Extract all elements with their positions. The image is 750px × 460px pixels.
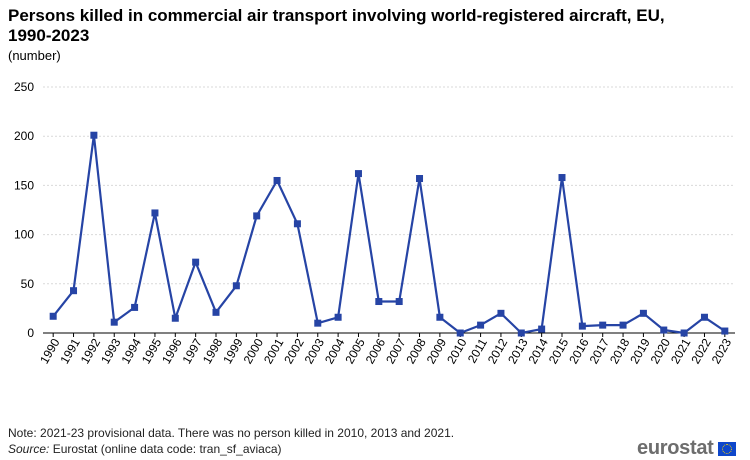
grid-lines	[43, 86, 735, 334]
x-tick-label: 2022	[688, 336, 714, 366]
x-tick-label: 2000	[241, 336, 267, 366]
data-point	[477, 321, 485, 329]
logo-text: eurostat	[637, 437, 714, 459]
x-tick-label: 2005	[342, 336, 368, 366]
data-point	[354, 170, 362, 178]
x-tick-label: 1998	[200, 336, 226, 366]
data-point	[70, 287, 78, 295]
data-point	[110, 318, 118, 326]
data-point	[232, 282, 240, 290]
x-tick-label: 2020	[648, 336, 674, 366]
data-point	[334, 313, 342, 321]
source-line: Source: Eurostat (online data code: tran…	[8, 441, 454, 457]
x-tick-label: 2001	[261, 336, 287, 366]
x-tick-label: 2015	[546, 336, 572, 366]
data-point	[131, 303, 139, 311]
eu-flag-icon	[717, 441, 736, 456]
x-tick-label: 2014	[526, 336, 552, 366]
y-tick-label: 0	[27, 326, 34, 340]
x-tick-label: 1995	[139, 336, 165, 366]
data-point	[700, 313, 708, 321]
x-tick-label: 2013	[505, 336, 531, 366]
x-tick-label: 2008	[403, 336, 429, 366]
chart-title: Persons killed in commercial air transpo…	[8, 6, 665, 45]
y-tick-label: 150	[14, 178, 34, 192]
x-tick-label: 2012	[485, 336, 511, 366]
x-tick-label: 2004	[322, 336, 348, 366]
data-point	[456, 329, 464, 337]
y-tick-label: 100	[14, 228, 34, 242]
data-point	[273, 176, 281, 184]
series-line-path	[52, 134, 726, 335]
data-point	[171, 314, 179, 322]
data-point	[90, 131, 98, 139]
x-tick-label: 2006	[363, 336, 389, 366]
data-point	[212, 308, 220, 316]
data-point	[436, 313, 444, 321]
x-tick-label: 2009	[424, 336, 450, 366]
data-point	[395, 298, 403, 306]
data-point	[680, 329, 688, 337]
data-point	[416, 175, 424, 183]
chart-footer: Note: 2021-23 provisional data. There wa…	[8, 425, 454, 457]
x-tick-label: 1990	[37, 336, 63, 366]
x-tick-label: 2019	[627, 336, 653, 366]
series-markers	[49, 131, 729, 337]
x-tick-label: 1999	[220, 336, 246, 366]
data-point	[497, 309, 505, 317]
data-point	[375, 298, 383, 306]
y-axis-labels: 0 50 100 150 200 250	[14, 80, 34, 340]
data-point	[314, 319, 322, 327]
x-tick-label: 2021	[668, 336, 694, 366]
y-tick-label: 50	[21, 277, 35, 291]
x-tick-label: 1993	[98, 336, 124, 366]
line-chart: 0 50 100 150 200 250 199019911992199319941995…	[14, 80, 735, 366]
x-tick-label: 1991	[57, 336, 83, 366]
series-line	[52, 134, 726, 335]
data-point	[599, 321, 607, 329]
x-axis-labels: 1990199119921993199419951996199719981999…	[37, 333, 734, 366]
x-tick-label: 2016	[566, 336, 592, 366]
x-tick-label: 2007	[383, 336, 409, 366]
x-tick-label: 2002	[281, 336, 307, 366]
x-tick-label: 1997	[180, 336, 206, 366]
data-point	[558, 174, 566, 182]
y-tick-label: 200	[14, 129, 34, 143]
data-point	[293, 220, 301, 228]
x-tick-label: 2003	[302, 336, 328, 366]
source-text: Eurostat (online data code: tran_sf_avia…	[49, 442, 282, 456]
eurostat-logo: eurostat	[637, 437, 736, 460]
data-point	[721, 327, 729, 335]
data-point	[578, 322, 586, 330]
x-tick-label: 1992	[78, 336, 104, 366]
y-tick-label: 250	[14, 80, 34, 94]
x-tick-label: 2010	[444, 336, 470, 366]
data-point	[639, 309, 647, 317]
data-point	[151, 209, 159, 217]
data-point	[253, 212, 261, 220]
footnote: Note: 2021-23 provisional data. There wa…	[8, 426, 455, 440]
data-point	[192, 258, 200, 266]
data-point	[660, 326, 668, 334]
data-point	[49, 312, 57, 320]
chart-subtitle: (number)	[8, 48, 61, 63]
data-point	[619, 321, 627, 329]
data-point	[538, 325, 546, 333]
x-tick-label: 2018	[607, 336, 633, 366]
x-tick-label: 2023	[709, 336, 735, 366]
x-tick-label: 2017	[587, 336, 613, 366]
x-tick-label: 1994	[118, 336, 144, 366]
source-label: Source:	[8, 442, 50, 456]
data-point	[517, 329, 525, 337]
x-tick-label: 1996	[159, 336, 185, 366]
